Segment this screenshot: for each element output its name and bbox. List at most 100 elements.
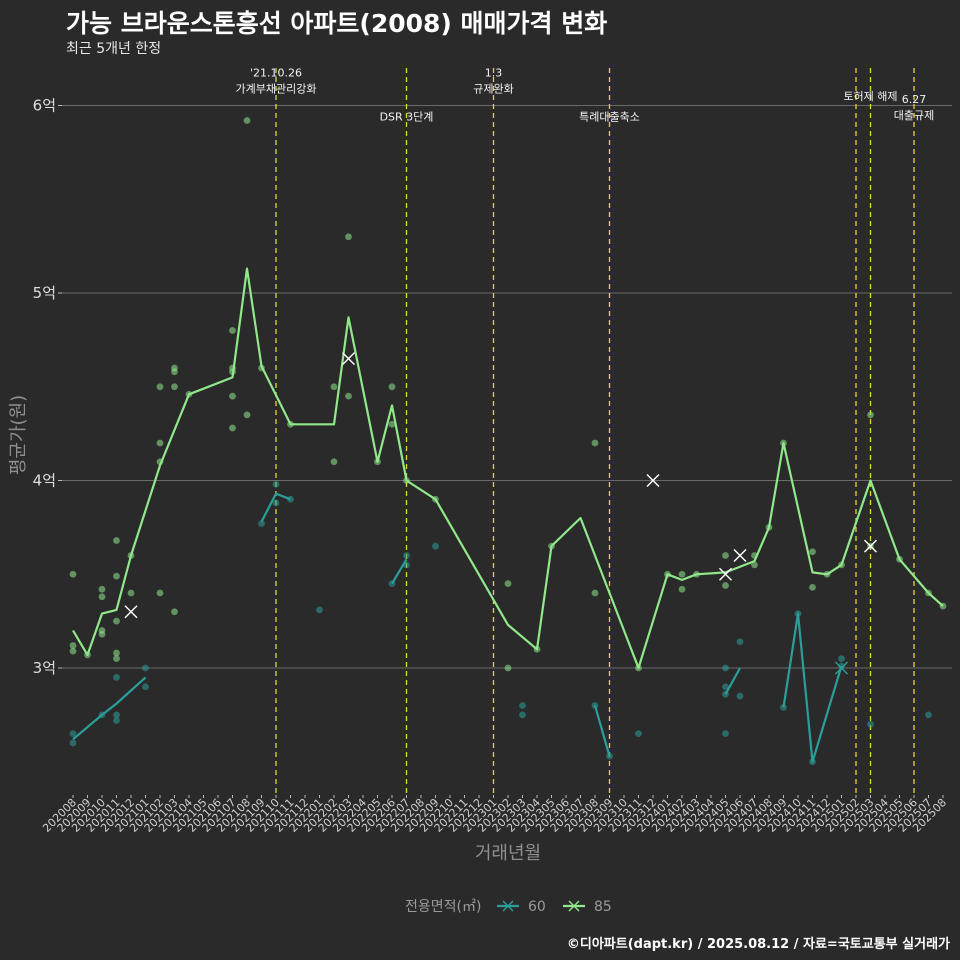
series-60-point: [272, 499, 280, 507]
series-60-point: [272, 480, 280, 488]
series-85-point: [809, 583, 816, 591]
series-60-line: [391, 558, 408, 585]
x-marker-stroke: [646, 474, 660, 487]
series-60-point: [925, 711, 932, 719]
series-85-point: [113, 537, 120, 544]
series-85-point: [98, 630, 106, 638]
series-85-point: [171, 383, 178, 391]
series-85-x-marker: [864, 539, 877, 553]
series-85-point: [113, 649, 120, 657]
series-60-point: [867, 720, 874, 728]
series-85-point: [156, 383, 164, 391]
series-85-point: [156, 439, 164, 447]
series-85-point: [69, 647, 77, 655]
x-axis-ticks: 2020082020092020102020112020122021012021…: [40, 795, 949, 835]
series-60-point: [113, 711, 120, 719]
series-85-point: [504, 580, 512, 588]
series-60-point: [519, 711, 526, 719]
event-label: DSR 3단계: [380, 111, 434, 124]
series-85-x-marker: [733, 549, 747, 562]
series-85-point: [98, 585, 106, 593]
series-60-point: [722, 730, 729, 738]
series-85-point: [722, 552, 729, 559]
series-60-point: [432, 542, 439, 550]
y-tick-label: 6억: [33, 97, 56, 115]
y-tick-label: 5억: [33, 284, 56, 302]
x-marker-stroke: [719, 567, 732, 581]
series-85-x-marker: [719, 567, 732, 581]
series-60-point: [635, 730, 642, 738]
series-85: [69, 117, 947, 672]
series-85-line: [72, 267, 944, 670]
x-marker-stroke: [502, 900, 514, 912]
series-layer: [69, 117, 947, 766]
series-85-point: [751, 561, 758, 569]
series-60-point: [606, 752, 613, 760]
series-85-point: [229, 392, 236, 400]
legend-title: 전용면적(㎡): [405, 899, 481, 915]
source-caption: ©디아파트(dapt.kr) / 2025.08.12 / 자료=국토교통부 실…: [566, 937, 950, 952]
chart-subtitle: 최근 5개년 한정: [66, 41, 162, 57]
series-85-point: [330, 458, 338, 466]
event-label: 1.3 규제완화: [473, 67, 513, 96]
series-85-point: [171, 368, 178, 376]
series-85-point: [330, 383, 338, 391]
legend-item-60: 60: [497, 899, 546, 915]
series-85-x-marker: [646, 474, 660, 487]
x-marker-stroke: [864, 539, 877, 553]
series-60-point: [69, 730, 77, 738]
series-85-point: [345, 392, 352, 400]
series-60-line: [593, 705, 611, 757]
series-85-x-marker: [342, 352, 355, 366]
x-marker-stroke: [342, 352, 355, 366]
series-85-point: [113, 617, 120, 625]
series-85-point: [678, 585, 686, 593]
x-marker-stroke: [733, 549, 747, 562]
series-60-point: [736, 638, 744, 646]
series-85-point: [171, 608, 178, 616]
x-marker-stroke: [568, 900, 580, 912]
y-tick-label: 4억: [33, 472, 56, 490]
series-85-point: [127, 589, 135, 597]
x-marker-stroke: [835, 661, 848, 675]
series-60-point: [258, 520, 265, 528]
series-85-point: [388, 383, 396, 391]
series-85-point: [156, 589, 164, 597]
series-60-x-marker: [835, 661, 848, 675]
series-85-point: [678, 570, 686, 578]
event-label: 6.27 대출규제: [894, 93, 934, 122]
series-60-point: [142, 664, 149, 672]
series-60-line: [724, 667, 741, 695]
x-axis-title: 거래년월: [475, 843, 541, 864]
series-60-point: [519, 702, 526, 709]
series-85-point: [229, 424, 236, 432]
series-85-point: [113, 572, 120, 580]
legend-swatch-x: [502, 900, 514, 912]
event-label: 토허제 해제: [843, 89, 897, 103]
series-85-point: [98, 593, 106, 601]
legend-label: 85: [594, 899, 612, 915]
series-60-point: [113, 717, 120, 724]
series-85-point: [388, 420, 396, 428]
legend-item-85: 85: [563, 899, 612, 915]
series-60-line: [782, 612, 843, 763]
series-60-line: [72, 676, 147, 741]
series-60-point: [736, 692, 744, 700]
series-60-point: [113, 673, 120, 681]
series-85-point: [69, 642, 77, 649]
series-60-point: [722, 664, 729, 672]
y-axis-ticks: 3억 4억 5억 6억: [33, 97, 56, 678]
series-60-point: [722, 683, 729, 691]
y-tick-label: 3억: [33, 659, 56, 677]
legend-label: 60: [528, 899, 546, 915]
x-marker-stroke: [124, 605, 138, 619]
series-85-point: [113, 655, 120, 663]
series-60-point: [316, 606, 323, 614]
series-85-x-marker: [124, 605, 138, 619]
series-85-point: [591, 439, 599, 447]
legend: 전용면적(㎡) 60 85: [405, 899, 612, 915]
series-85-point: [243, 117, 251, 124]
event-label: 특례대출축소: [579, 111, 640, 124]
